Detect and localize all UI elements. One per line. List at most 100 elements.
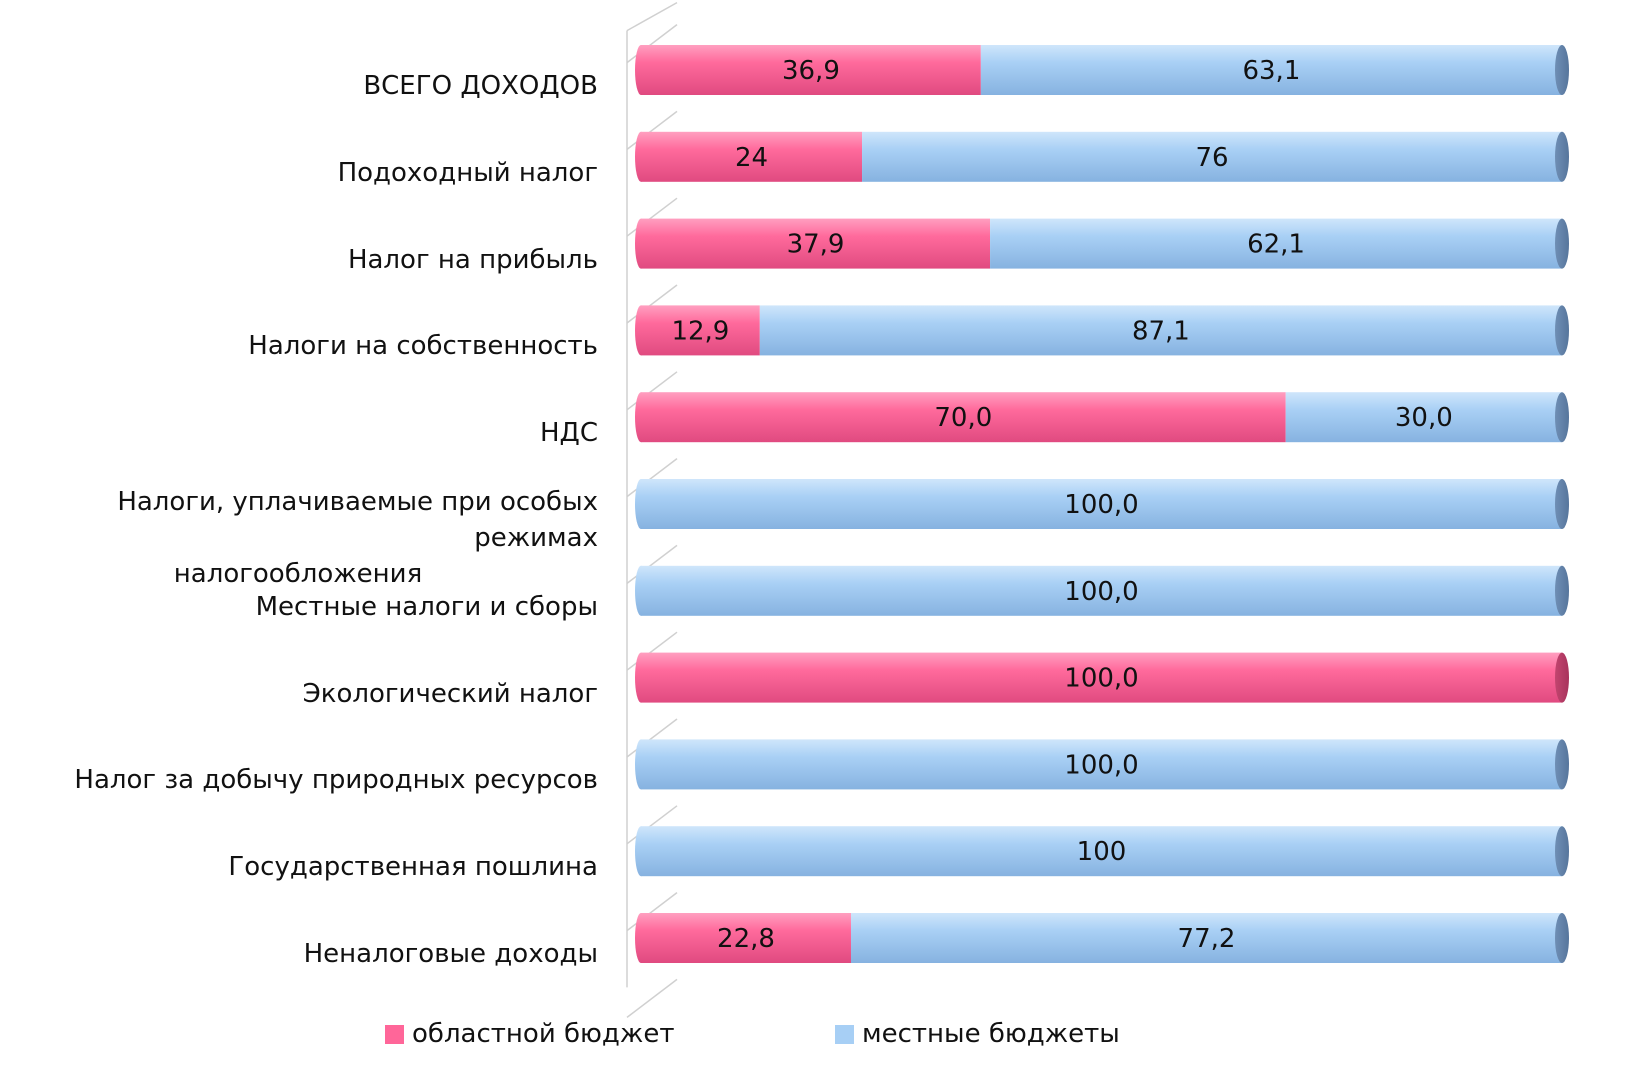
data-label: 70,0: [934, 403, 992, 433]
category-label-line: Государственная пошлина: [228, 852, 598, 883]
bar-left-cap: [635, 45, 647, 95]
data-label: 37,9: [787, 230, 845, 260]
bar-segment: [641, 131, 863, 182]
axis-layer: [626, 1, 678, 1018]
bar-end-cap: [1555, 131, 1569, 182]
data-label: 100,0: [1064, 577, 1138, 607]
bar-left-cap: [635, 826, 647, 877]
category-divider: [626, 978, 678, 1018]
bar-segment: [862, 131, 1562, 182]
data-label: 63,1: [1242, 56, 1300, 86]
bar-segment: [641, 652, 1562, 703]
bar-segment: [1285, 392, 1562, 443]
data-label: 100,0: [1064, 664, 1138, 694]
category-divider: [626, 544, 678, 584]
data-label: 12,9: [671, 316, 729, 346]
category-label: Местные налоги и сборы: [0, 589, 598, 625]
bar-segment: [641, 913, 851, 963]
bar-segment: [641, 565, 1562, 616]
category-label: Налоги на собственность: [0, 328, 598, 364]
bar-segment: [759, 305, 1562, 356]
bar-left-cap: [635, 739, 647, 790]
category-divider: [626, 718, 678, 758]
legend-item-regional: областной бюджет: [385, 1014, 674, 1054]
bar-segment: [641, 45, 981, 95]
category-label: Экологический налог: [0, 676, 598, 712]
bar-end-cap: [1555, 305, 1569, 356]
category-divider: [626, 197, 678, 237]
category-label-line: ВСЕГО ДОХОДОВ: [363, 71, 598, 101]
bar-left-cap: [635, 392, 647, 443]
legend-swatch-regional: [385, 1024, 404, 1044]
category-label-line: Налог за добычу природных ресурсов: [74, 765, 598, 796]
category-label: Подоходный налог: [0, 155, 598, 191]
category-label: Государственная пошлина: [0, 849, 598, 885]
category-label-line: Местные налоги и сборы: [255, 591, 598, 622]
bar-end-cap: [1555, 739, 1569, 790]
bar-segment: [641, 826, 1562, 877]
data-label: 100,0: [1064, 490, 1138, 520]
category-divider: [626, 371, 678, 411]
legend-swatch-local: [835, 1024, 854, 1044]
bar-segment: [641, 739, 1562, 790]
category-label-line: НДС: [539, 418, 598, 449]
data-label: 100: [1077, 837, 1127, 867]
bar-segment: [641, 305, 760, 356]
bar-segment: [980, 45, 1562, 95]
category-divider: [626, 24, 678, 64]
category-label: Налог на прибыль: [0, 242, 598, 278]
bar-left-cap: [635, 913, 647, 963]
bar-segment: [641, 218, 991, 269]
category-label-line: Неналоговые доходы: [303, 939, 598, 969]
category-label-line: Налоги на собственность: [248, 331, 598, 362]
bar-end-cap: [1555, 45, 1569, 95]
category-label-line: Налоги, уплачиваемые при особых режимах: [117, 487, 598, 553]
category-label: Налоги, уплачиваемые при особых режимах н…: [0, 484, 598, 592]
category-label-line: Налог на прибыль: [347, 244, 598, 275]
bar-left-cap: [635, 565, 647, 616]
category-divider: [626, 631, 678, 671]
category-label: Неналоговые доходы: [0, 936, 598, 972]
legend-label-regional: областной бюджет: [412, 1019, 675, 1049]
data-label: 24: [735, 143, 768, 173]
data-label: 77,2: [1178, 924, 1236, 954]
category-label: ВСЕГО ДОХОДОВ: [0, 68, 598, 104]
category-divider: [626, 284, 678, 324]
category-divider: [626, 892, 678, 932]
bar-end-cap: [1555, 392, 1569, 443]
category-label-line: налогообложения: [173, 559, 423, 589]
bar-end-cap: [1555, 913, 1569, 963]
data-label: 62,1: [1247, 230, 1305, 260]
bar-segment: [641, 479, 1562, 529]
bar-end-cap: [1555, 479, 1569, 529]
axis-top-diagonal: [626, 1, 678, 32]
data-label: 87,1: [1132, 316, 1190, 346]
bars-layer: 36,9 63,1 24 76 37,9 62,1 12,9 87,1 70,0 30,0 100,…: [635, 45, 1569, 963]
bar-left-cap: [635, 479, 647, 529]
bar-end-cap: [1555, 652, 1569, 703]
bar-segment: [990, 218, 1562, 269]
legend-item-local: местные бюджеты: [835, 1014, 1120, 1054]
data-label: 30,0: [1395, 403, 1453, 433]
data-label: 76: [1195, 143, 1228, 173]
bar-segment: [641, 392, 1286, 443]
data-label: 100,0: [1064, 750, 1138, 780]
category-label-line: Экологический налог: [302, 678, 598, 709]
category-divider: [626, 458, 678, 498]
bar-left-cap: [635, 305, 647, 356]
bar-left-cap: [635, 131, 647, 182]
category-label: Налог за добычу природных ресурсов: [0, 762, 598, 798]
category-divider: [626, 110, 678, 150]
bar-segment: [850, 913, 1562, 963]
category-label: НДС: [0, 415, 598, 451]
bar-end-cap: [1555, 826, 1569, 877]
category-label-line: Подоходный налог: [337, 157, 598, 188]
bar-end-cap: [1555, 218, 1569, 269]
bar-left-cap: [635, 218, 647, 269]
data-label: 22,8: [717, 924, 775, 954]
data-label: 36,9: [782, 56, 840, 86]
category-divider: [626, 805, 678, 845]
bar-left-cap: [635, 652, 647, 703]
legend-label-local: местные бюджеты: [862, 1019, 1120, 1049]
